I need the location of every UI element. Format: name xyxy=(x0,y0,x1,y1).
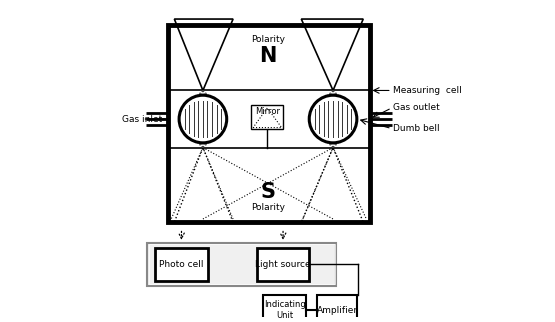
Text: Photo cell: Photo cell xyxy=(159,260,204,269)
Text: Gas outlet: Gas outlet xyxy=(393,103,440,112)
Text: Gas inlet: Gas inlet xyxy=(122,115,162,124)
Text: N: N xyxy=(259,45,276,66)
Text: Mirror: Mirror xyxy=(255,107,280,116)
Text: Indicating
Unit: Indicating Unit xyxy=(264,300,306,320)
Text: Measuring  cell: Measuring cell xyxy=(393,86,462,95)
Bar xyxy=(251,105,283,128)
Text: Light source: Light source xyxy=(255,260,311,269)
Bar xyxy=(257,248,309,281)
Bar xyxy=(263,295,306,322)
Text: Amplifier: Amplifier xyxy=(316,306,358,315)
Bar xyxy=(148,243,336,286)
Text: Dumb bell: Dumb bell xyxy=(393,124,440,133)
Circle shape xyxy=(309,95,357,143)
Bar xyxy=(317,295,357,322)
Bar xyxy=(168,25,370,222)
Circle shape xyxy=(179,95,226,143)
Bar xyxy=(155,248,208,281)
Text: Polarity: Polarity xyxy=(251,35,285,44)
Bar xyxy=(149,244,335,284)
Text: S: S xyxy=(260,182,275,202)
Text: Polarity: Polarity xyxy=(251,204,285,213)
